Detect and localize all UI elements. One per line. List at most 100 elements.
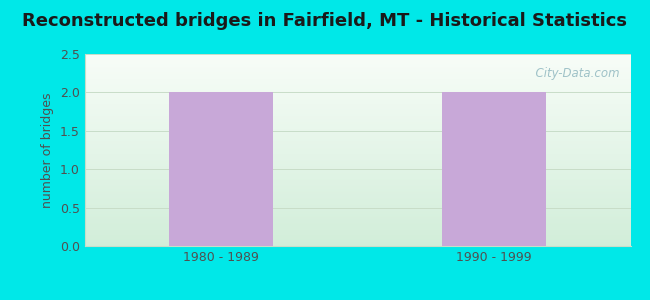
Bar xyxy=(84,164,630,165)
Bar xyxy=(84,74,630,75)
Bar xyxy=(84,193,630,194)
Bar xyxy=(84,128,630,129)
Bar xyxy=(84,228,630,229)
Bar xyxy=(84,227,630,228)
Bar xyxy=(84,174,630,175)
Bar xyxy=(84,238,630,239)
Bar xyxy=(84,96,630,97)
Bar xyxy=(84,191,630,192)
Bar xyxy=(84,199,630,200)
Bar xyxy=(84,224,630,225)
Bar xyxy=(84,62,630,63)
Bar xyxy=(84,180,630,181)
Bar xyxy=(84,211,630,212)
Bar xyxy=(84,217,630,218)
Bar xyxy=(84,170,630,171)
Bar xyxy=(84,85,630,86)
Bar xyxy=(84,118,630,119)
Bar xyxy=(84,124,630,125)
Bar xyxy=(84,79,630,80)
Bar xyxy=(84,56,630,57)
Bar xyxy=(84,192,630,193)
Bar xyxy=(84,245,630,246)
Bar xyxy=(84,92,630,93)
Bar xyxy=(84,220,630,221)
Bar xyxy=(84,86,630,87)
Bar xyxy=(442,92,546,246)
Bar xyxy=(84,101,630,102)
Bar xyxy=(84,146,630,147)
Text: Reconstructed bridges in Fairfield, MT - Historical Statistics: Reconstructed bridges in Fairfield, MT -… xyxy=(23,12,627,30)
Bar xyxy=(84,179,630,180)
Bar xyxy=(84,95,630,96)
Bar xyxy=(84,230,630,231)
Bar xyxy=(84,84,630,85)
Bar xyxy=(84,133,630,134)
Bar xyxy=(84,80,630,81)
Bar xyxy=(84,63,630,64)
Bar xyxy=(84,115,630,116)
Bar xyxy=(84,78,630,79)
Bar xyxy=(84,64,630,65)
Bar xyxy=(84,67,630,68)
Bar xyxy=(84,136,630,137)
Bar xyxy=(84,161,630,163)
Bar xyxy=(84,100,630,101)
Bar xyxy=(84,59,630,60)
Bar xyxy=(84,222,630,223)
Bar xyxy=(84,194,630,195)
Bar xyxy=(84,72,630,73)
Bar xyxy=(84,232,630,233)
Bar xyxy=(84,176,630,177)
Bar xyxy=(84,122,630,123)
Bar xyxy=(84,68,630,69)
Bar xyxy=(84,57,630,58)
Bar xyxy=(84,110,630,111)
Bar xyxy=(84,155,630,156)
Bar xyxy=(84,144,630,145)
Bar xyxy=(84,152,630,153)
Bar xyxy=(84,237,630,238)
Bar xyxy=(84,163,630,164)
Bar xyxy=(84,94,630,95)
Bar xyxy=(84,135,630,136)
Bar xyxy=(84,54,630,55)
Bar xyxy=(84,81,630,82)
Bar xyxy=(84,208,630,209)
Bar xyxy=(84,112,630,113)
Bar xyxy=(84,157,630,158)
Bar xyxy=(84,229,630,230)
Bar xyxy=(84,169,630,170)
Bar xyxy=(84,177,630,178)
Bar xyxy=(84,148,630,149)
Bar xyxy=(84,141,630,142)
Bar xyxy=(84,125,630,126)
Bar xyxy=(84,215,630,216)
Bar xyxy=(84,129,630,130)
Bar xyxy=(84,197,630,198)
Bar xyxy=(84,151,630,152)
Bar xyxy=(84,171,630,172)
Bar xyxy=(84,58,630,59)
Bar xyxy=(84,173,630,174)
Bar xyxy=(84,102,630,103)
Bar xyxy=(84,108,630,109)
Bar xyxy=(84,127,630,128)
Bar xyxy=(84,241,630,242)
Bar xyxy=(84,82,630,83)
Bar xyxy=(84,105,630,106)
Bar xyxy=(84,204,630,205)
Bar xyxy=(84,209,630,211)
Bar xyxy=(84,218,630,219)
Bar xyxy=(84,190,630,191)
Bar xyxy=(84,143,630,144)
Bar xyxy=(84,130,630,131)
Bar xyxy=(84,200,630,201)
Bar xyxy=(84,219,630,220)
Bar xyxy=(84,185,630,187)
Bar xyxy=(84,216,630,217)
Bar xyxy=(84,225,630,226)
Bar xyxy=(84,91,630,92)
Bar xyxy=(84,153,630,154)
Bar xyxy=(84,226,630,227)
